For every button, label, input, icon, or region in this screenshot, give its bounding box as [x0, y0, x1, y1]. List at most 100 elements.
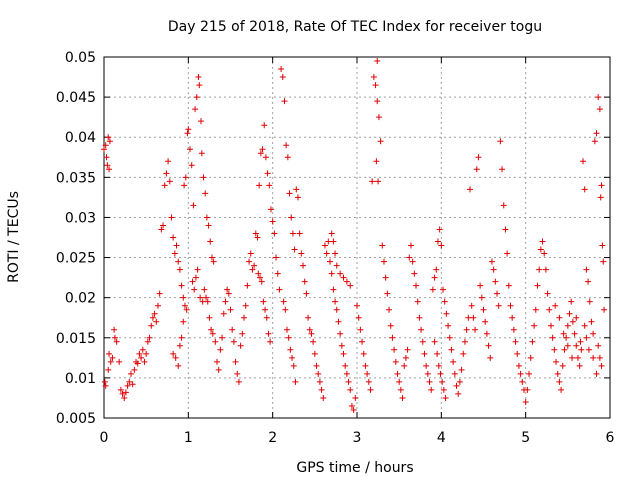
data-point — [284, 326, 291, 333]
data-point — [497, 138, 504, 145]
data-point — [564, 342, 571, 349]
data-point — [154, 302, 161, 309]
data-point — [180, 318, 187, 325]
data-point — [413, 282, 420, 289]
data-point — [327, 258, 334, 265]
data-point — [300, 262, 307, 269]
data-point — [485, 342, 492, 349]
data-point — [601, 306, 608, 313]
data-point — [590, 330, 597, 337]
data-point — [181, 302, 188, 309]
data-point — [332, 298, 339, 305]
data-point — [279, 74, 286, 81]
data-point — [599, 242, 606, 249]
data-point — [574, 354, 581, 361]
data-point — [576, 362, 583, 369]
data-point — [495, 302, 502, 309]
data-point — [119, 390, 126, 397]
data-point — [178, 282, 185, 289]
data-point — [291, 246, 298, 253]
data-point — [581, 322, 588, 329]
data-point — [500, 202, 507, 209]
data-point — [401, 362, 408, 369]
data-point — [473, 166, 480, 173]
data-point — [262, 306, 269, 313]
data-point — [488, 258, 495, 265]
data-point — [429, 286, 436, 293]
data-point — [267, 338, 274, 345]
data-point — [151, 310, 158, 317]
data-point — [352, 394, 359, 401]
data-point — [289, 354, 296, 361]
y-tick-label: 0.005 — [56, 411, 96, 427]
data-point — [526, 370, 533, 377]
data-point — [101, 146, 107, 153]
data-point — [541, 250, 548, 257]
data-point — [463, 326, 470, 333]
data-point — [273, 254, 280, 261]
data-point — [278, 66, 285, 73]
data-point — [375, 178, 382, 185]
data-point — [311, 350, 318, 357]
data-point — [252, 230, 259, 237]
data-point — [239, 330, 246, 337]
data-point — [184, 130, 191, 137]
data-point — [342, 362, 349, 369]
data-point — [280, 298, 287, 305]
y-tick-label: 0.05 — [65, 50, 96, 66]
data-point — [271, 230, 278, 237]
y-tick-label: 0.025 — [56, 251, 96, 267]
data-point — [421, 350, 428, 357]
data-point — [160, 222, 167, 229]
data-point — [373, 158, 380, 165]
data-point — [397, 386, 404, 393]
data-point — [406, 254, 413, 261]
data-point — [598, 362, 605, 369]
data-point — [188, 162, 195, 169]
data-point — [244, 282, 251, 289]
data-point — [318, 386, 325, 393]
data-point — [220, 310, 227, 317]
data-point — [441, 298, 448, 305]
data-point — [558, 386, 565, 393]
data-point — [524, 386, 531, 393]
data-point — [262, 154, 269, 161]
data-point — [146, 334, 153, 341]
data-point — [597, 194, 604, 201]
data-point — [258, 278, 265, 285]
data-point — [581, 186, 588, 193]
data-point — [264, 170, 271, 177]
data-point — [215, 366, 222, 373]
data-point — [443, 310, 450, 317]
data-point — [534, 282, 541, 289]
data-point — [197, 294, 204, 301]
x-tick-label: 1 — [184, 430, 193, 446]
data-point — [414, 298, 421, 305]
data-point — [450, 358, 457, 365]
data-point — [189, 278, 196, 285]
data-point — [547, 322, 554, 329]
data-point — [345, 378, 352, 385]
data-point — [102, 382, 109, 389]
x-tick-label: 3 — [353, 430, 362, 446]
data-point — [180, 294, 187, 301]
data-point — [424, 370, 431, 377]
data-point — [434, 350, 441, 357]
data-point — [111, 326, 118, 333]
data-point — [487, 354, 494, 361]
data-point — [172, 354, 179, 361]
data-point — [583, 266, 590, 273]
data-point — [532, 306, 539, 313]
data-point — [431, 274, 438, 281]
data-point — [468, 302, 475, 309]
data-point — [433, 266, 440, 273]
data-point — [288, 214, 295, 221]
data-point — [166, 178, 173, 185]
data-point — [190, 202, 197, 209]
data-point — [234, 370, 241, 377]
data-point — [337, 270, 344, 277]
data-point — [158, 226, 165, 233]
data-point — [284, 154, 291, 161]
data-point — [274, 270, 281, 277]
data-point — [257, 150, 264, 157]
